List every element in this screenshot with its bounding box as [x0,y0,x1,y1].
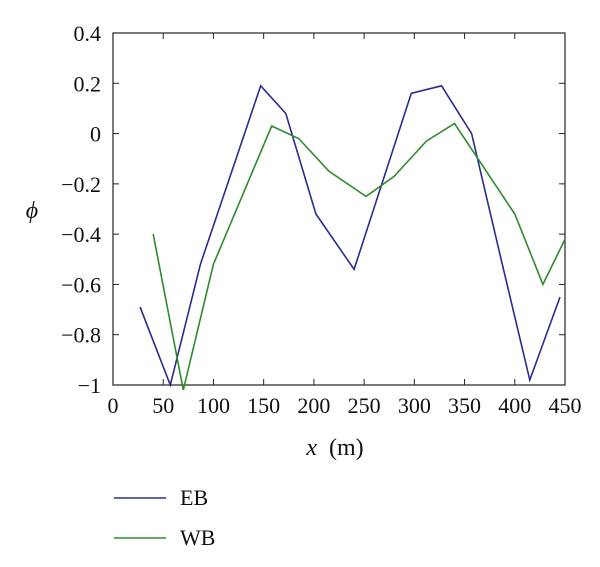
x-axis-variable: x [305,435,317,461]
plot-frame [112,32,566,386]
y-tick-label: −0.2 [61,172,101,197]
y-tick-label: −0.4 [61,222,101,247]
y-tick-label: 0.2 [74,71,102,96]
y-tick-label: −0.6 [61,272,101,297]
x-tick-label: 200 [297,393,330,418]
y-tick-label: −0.8 [61,323,101,348]
x-tick-label: 150 [247,393,280,418]
y-axis-ticks: 0.4 0.2 0 −0.2 −0.4 −0.6 −0.8 −1 [61,21,565,398]
x-tick-label: 300 [398,393,431,418]
legend-label-wb: WB [180,525,215,550]
x-tick-label: 100 [197,393,230,418]
series-line-eb [139,84,561,388]
legend: EB WB [114,485,215,550]
series-layer [139,84,566,391]
x-tick-label: 350 [448,393,481,418]
x-tick-label: 0 [108,393,119,418]
y-tick-label: −1 [78,373,101,398]
x-axis-ticks: 0 50 100 150 200 250 300 350 400 450 [108,33,582,418]
x-axis-title: x (m) [305,435,363,461]
y-tick-label: 0.4 [74,21,102,46]
x-tick-label: 450 [549,393,582,418]
x-tick-label: 400 [498,393,531,418]
x-axis-unit: (m) [329,435,364,461]
series-line-wb [152,122,566,391]
x-tick-label: 50 [152,393,174,418]
x-tick-label: 250 [348,393,381,418]
legend-label-eb: EB [180,485,208,510]
y-axis-title: ϕ [26,198,38,224]
y-tick-label: 0 [90,122,101,147]
